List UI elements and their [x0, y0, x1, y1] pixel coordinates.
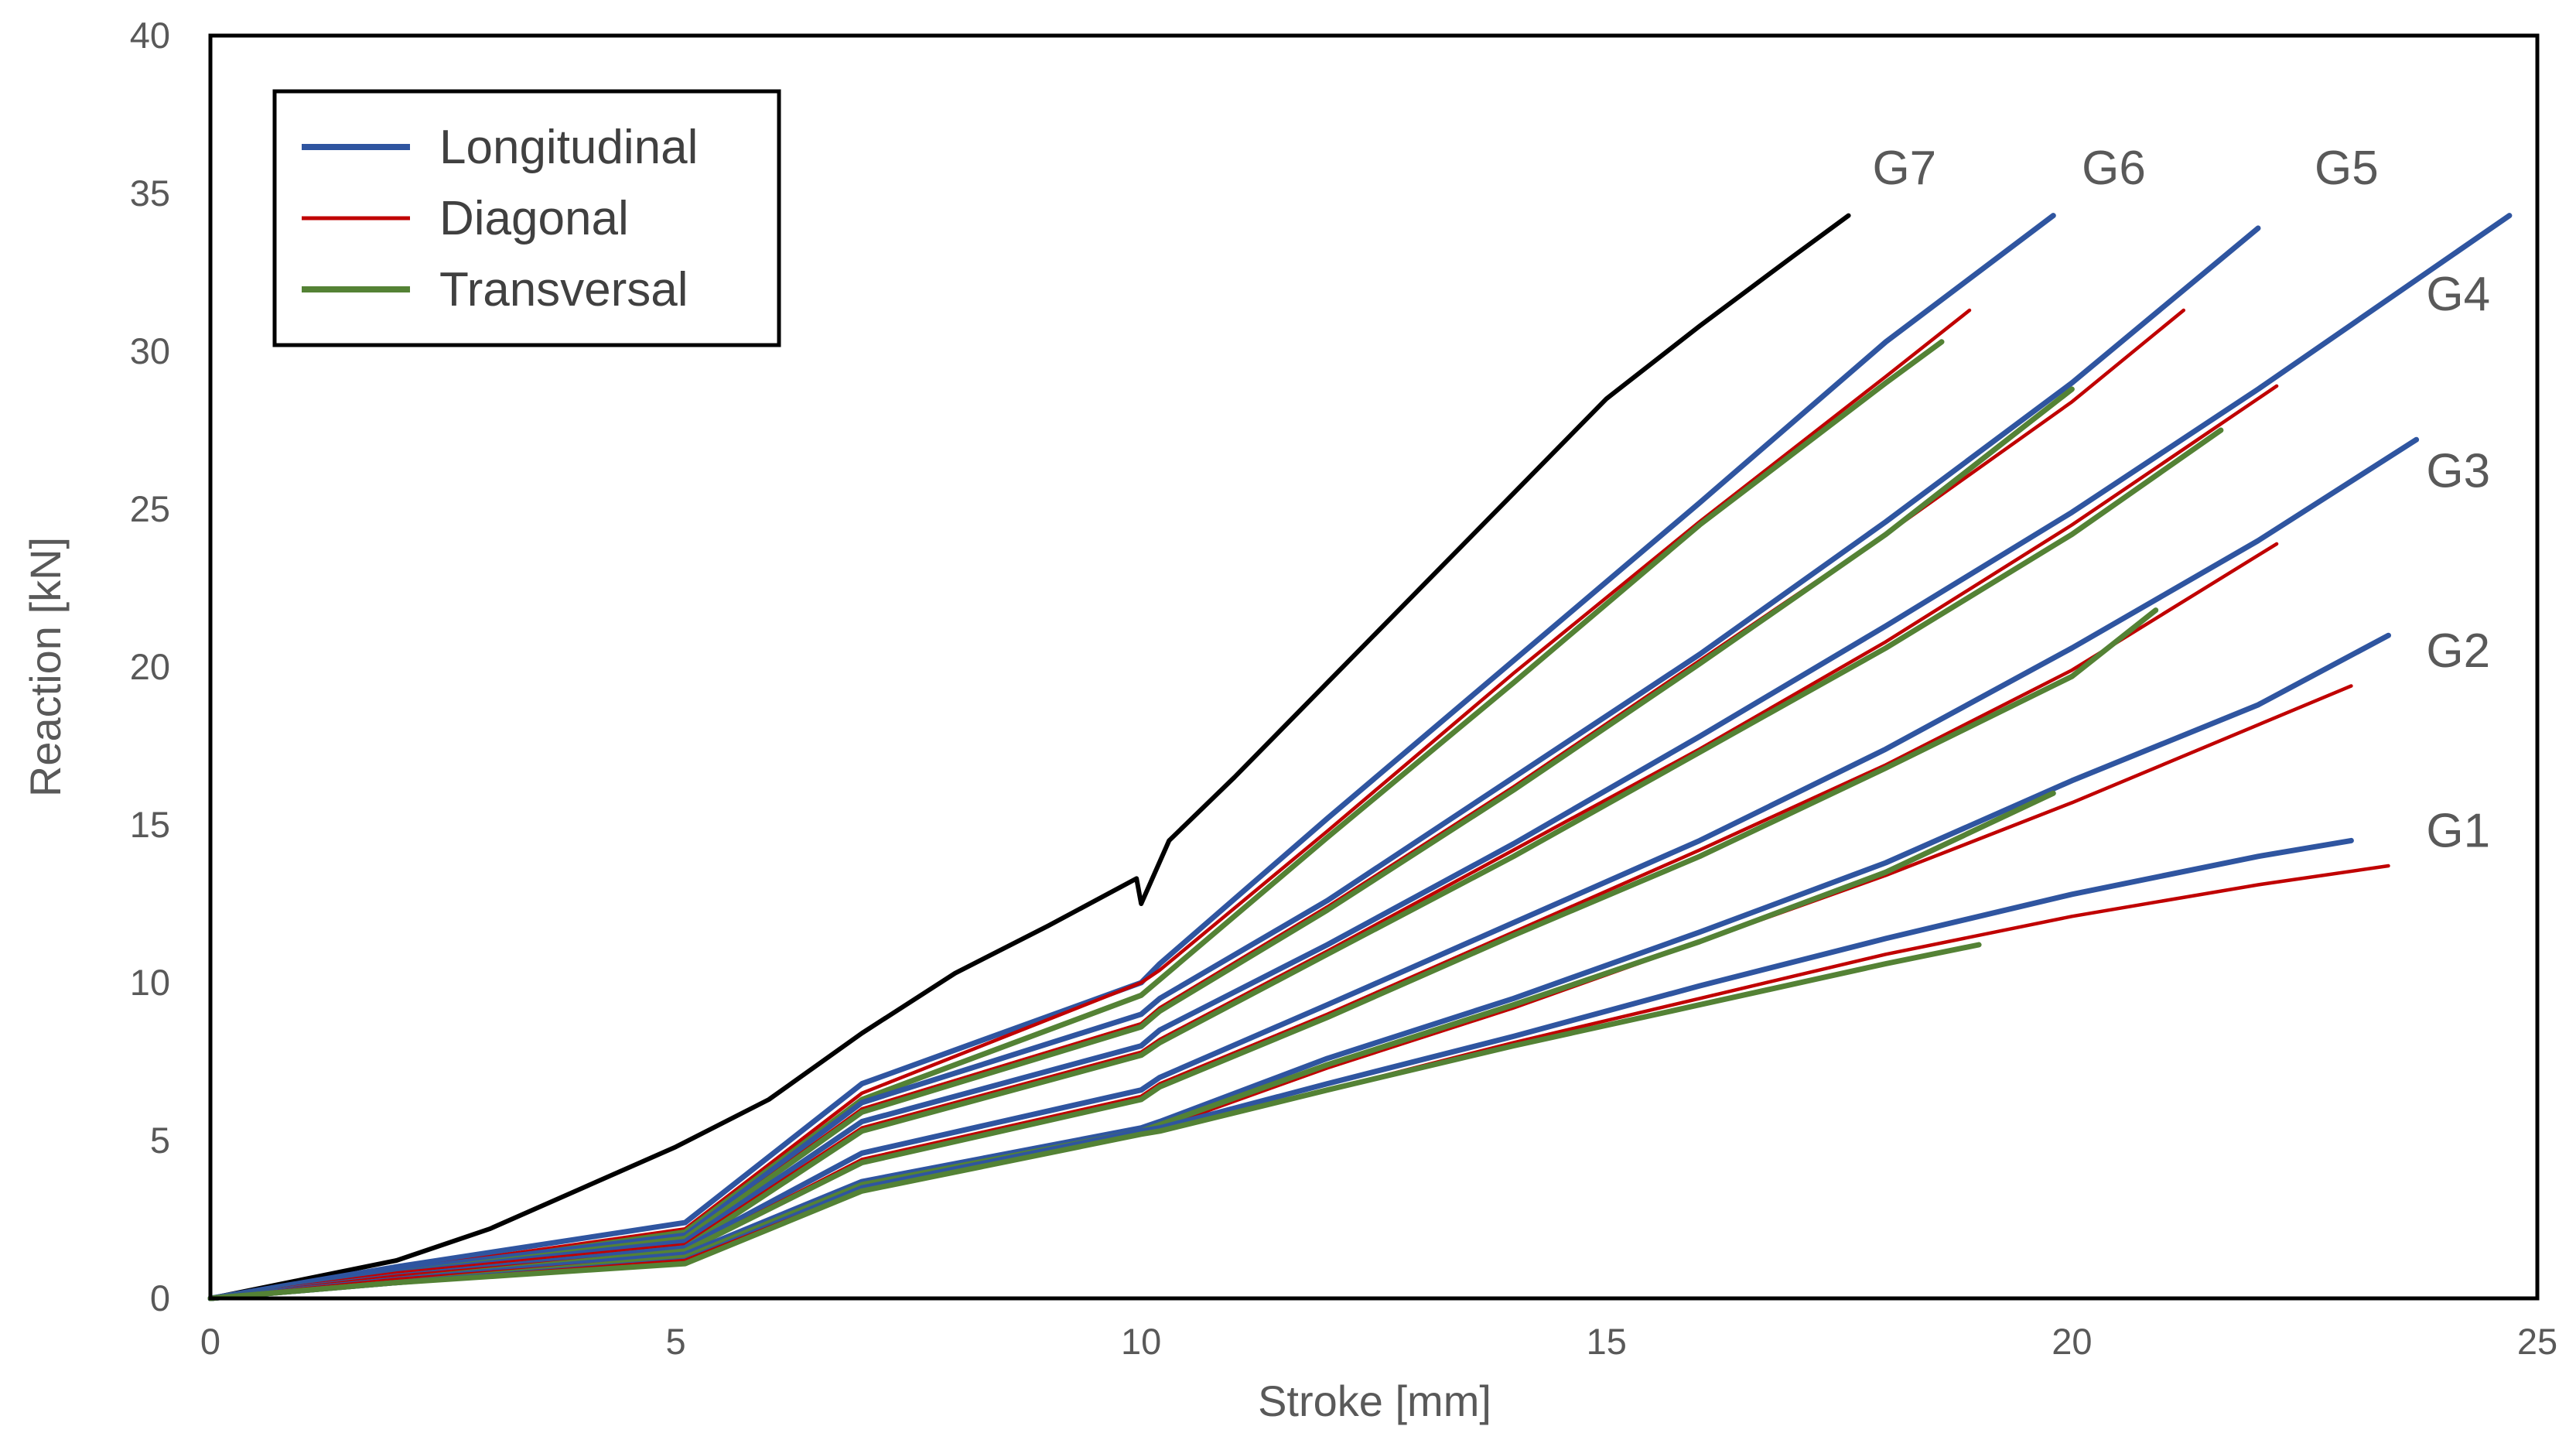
series-line-g6-diagonal: [208, 308, 1972, 1301]
group-label-g7: G7: [1872, 142, 1936, 195]
y-axis-title: Reaction [kN]: [21, 537, 70, 797]
y-axis-ticks: 0 5 10 15 20 25 30 35 40: [130, 15, 170, 1318]
series-line-g4-diagonal: [208, 384, 2279, 1301]
y-tick-label: 0: [150, 1277, 170, 1318]
group-label-g4: G4: [2426, 268, 2490, 321]
series-line-g6-longitudinal: [207, 213, 2056, 1301]
group-labels: G7 G6 G5 G4 G3 G2 G1: [1872, 142, 2490, 858]
x-tick-label: 20: [2052, 1321, 2092, 1362]
legend-label-diagonal: Diagonal: [439, 192, 629, 245]
y-tick-label: 35: [130, 173, 170, 214]
x-tick-label: 0: [200, 1321, 220, 1362]
group-label-g2: G2: [2426, 624, 2490, 678]
y-tick-label: 20: [130, 646, 170, 687]
x-axis-ticks: 0 5 10 15 20 25: [200, 1321, 2557, 1362]
y-tick-label: 15: [130, 804, 170, 845]
legend-label-transversal: Transversal: [439, 263, 688, 316]
x-tick-label: 5: [666, 1321, 686, 1362]
series-line-g2-longitudinal: [207, 632, 2391, 1301]
series-line-g1-transversal: [207, 942, 1982, 1301]
x-tick-label: 15: [1587, 1321, 1627, 1362]
y-tick-label: 30: [130, 330, 170, 371]
group-label-g5: G5: [2315, 142, 2379, 195]
legend: Longitudinal Diagonal Transversal: [272, 89, 781, 347]
y-tick-label: 10: [130, 962, 170, 1003]
series-line-g7-g7: [208, 213, 1851, 1301]
group-label-g3: G3: [2426, 444, 2490, 498]
series-line-g3-longitudinal: [207, 436, 2420, 1301]
x-axis-title: Stroke [mm]: [1258, 1377, 1491, 1425]
x-tick-label: 25: [2517, 1321, 2557, 1362]
plot-area-frame: [208, 33, 2540, 1301]
series-line-g5-longitudinal: [207, 225, 2261, 1301]
group-label-g6: G6: [2082, 142, 2146, 195]
plot-series-layer: [207, 213, 2513, 1301]
y-tick-label: 5: [150, 1120, 170, 1161]
group-label-g1: G1: [2426, 805, 2490, 858]
legend-label-longitudinal: Longitudinal: [439, 121, 698, 174]
y-tick-label: 40: [130, 15, 170, 56]
x-tick-label: 10: [1121, 1321, 1161, 1362]
y-tick-label: 25: [130, 488, 170, 529]
series-line-g4-longitudinal: [207, 213, 2513, 1301]
